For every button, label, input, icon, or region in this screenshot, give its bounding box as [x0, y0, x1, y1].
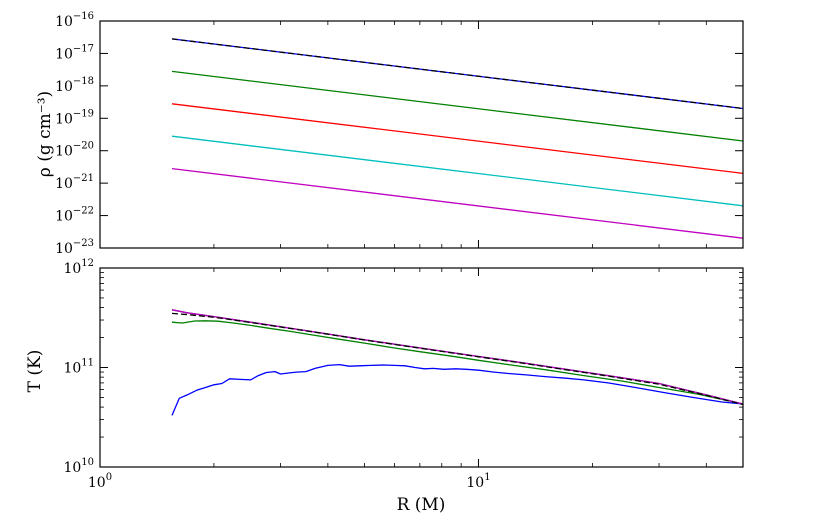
y-tick-label: 10−19 — [55, 108, 94, 127]
radius-xlabel: R (M) — [397, 495, 446, 515]
series-line-1 — [171, 320, 743, 405]
series-line-2 — [171, 70, 743, 142]
series-line-4 — [171, 135, 743, 207]
y-tick-label: 10−22 — [55, 206, 94, 225]
y-tick-label: 10−16 — [55, 11, 94, 30]
plot-frame — [99, 20, 744, 249]
y-tick-label: 10−20 — [55, 141, 94, 160]
series-line-3 — [171, 103, 743, 175]
temperature-ylabel: T (K) — [25, 350, 45, 393]
y-tick-label: 1012 — [63, 258, 94, 277]
y-tick-label: 10−23 — [55, 238, 94, 257]
density-ylabel: ρ (g cm⁻³) — [35, 91, 55, 177]
density-panel: 10−16 10−17 10−18 10−19 10−20 10−21 10−22 10−23 — [55, 11, 744, 257]
y-tick-label: 1010 — [63, 457, 94, 476]
series-line-5 — [171, 167, 743, 239]
y-tick-label: 10−17 — [55, 43, 94, 62]
temperature-panel: 1010 1011 1012 100 101 — [63, 258, 744, 491]
y-tick-label: 10−21 — [55, 173, 94, 192]
x-tick-label: 100 — [88, 472, 112, 491]
plot-frame — [99, 267, 744, 468]
x-tick-label: 101 — [466, 472, 490, 491]
series-line-5 — [171, 312, 743, 406]
series-line-1 — [171, 38, 743, 110]
y-tick-label: 1011 — [63, 358, 94, 377]
y-tick-label: 10−18 — [55, 76, 94, 95]
series-line-0 — [171, 363, 743, 416]
